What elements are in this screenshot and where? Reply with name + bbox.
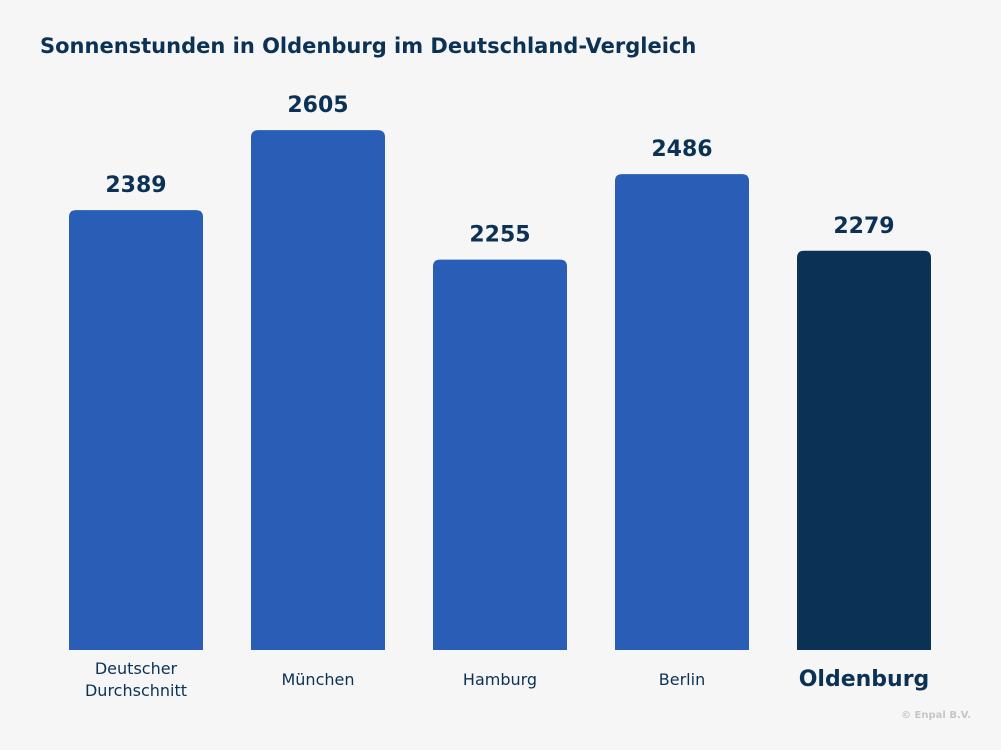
x-tick-label: Deutscher Durchschnitt [84, 659, 188, 700]
value-label: 2255 [469, 223, 530, 248]
value-label: 2389 [105, 173, 166, 198]
x-tick-label: Berlin [658, 670, 706, 689]
x-tick-label: München [281, 670, 355, 689]
x-tick-label: Oldenburg [798, 667, 930, 692]
bar [433, 259, 567, 650]
value-label: 2279 [833, 214, 894, 239]
bar [69, 210, 203, 650]
bar [251, 130, 385, 650]
bar [797, 250, 931, 650]
x-tick-label: Hamburg [462, 670, 538, 689]
source: © Enpal B.V. [901, 710, 971, 721]
value-label: 2486 [651, 137, 712, 162]
bar [615, 174, 749, 650]
chart-title: Sonnenstunden in Oldenburg im Deutschlan… [40, 34, 697, 58]
value-label: 2605 [287, 93, 348, 118]
